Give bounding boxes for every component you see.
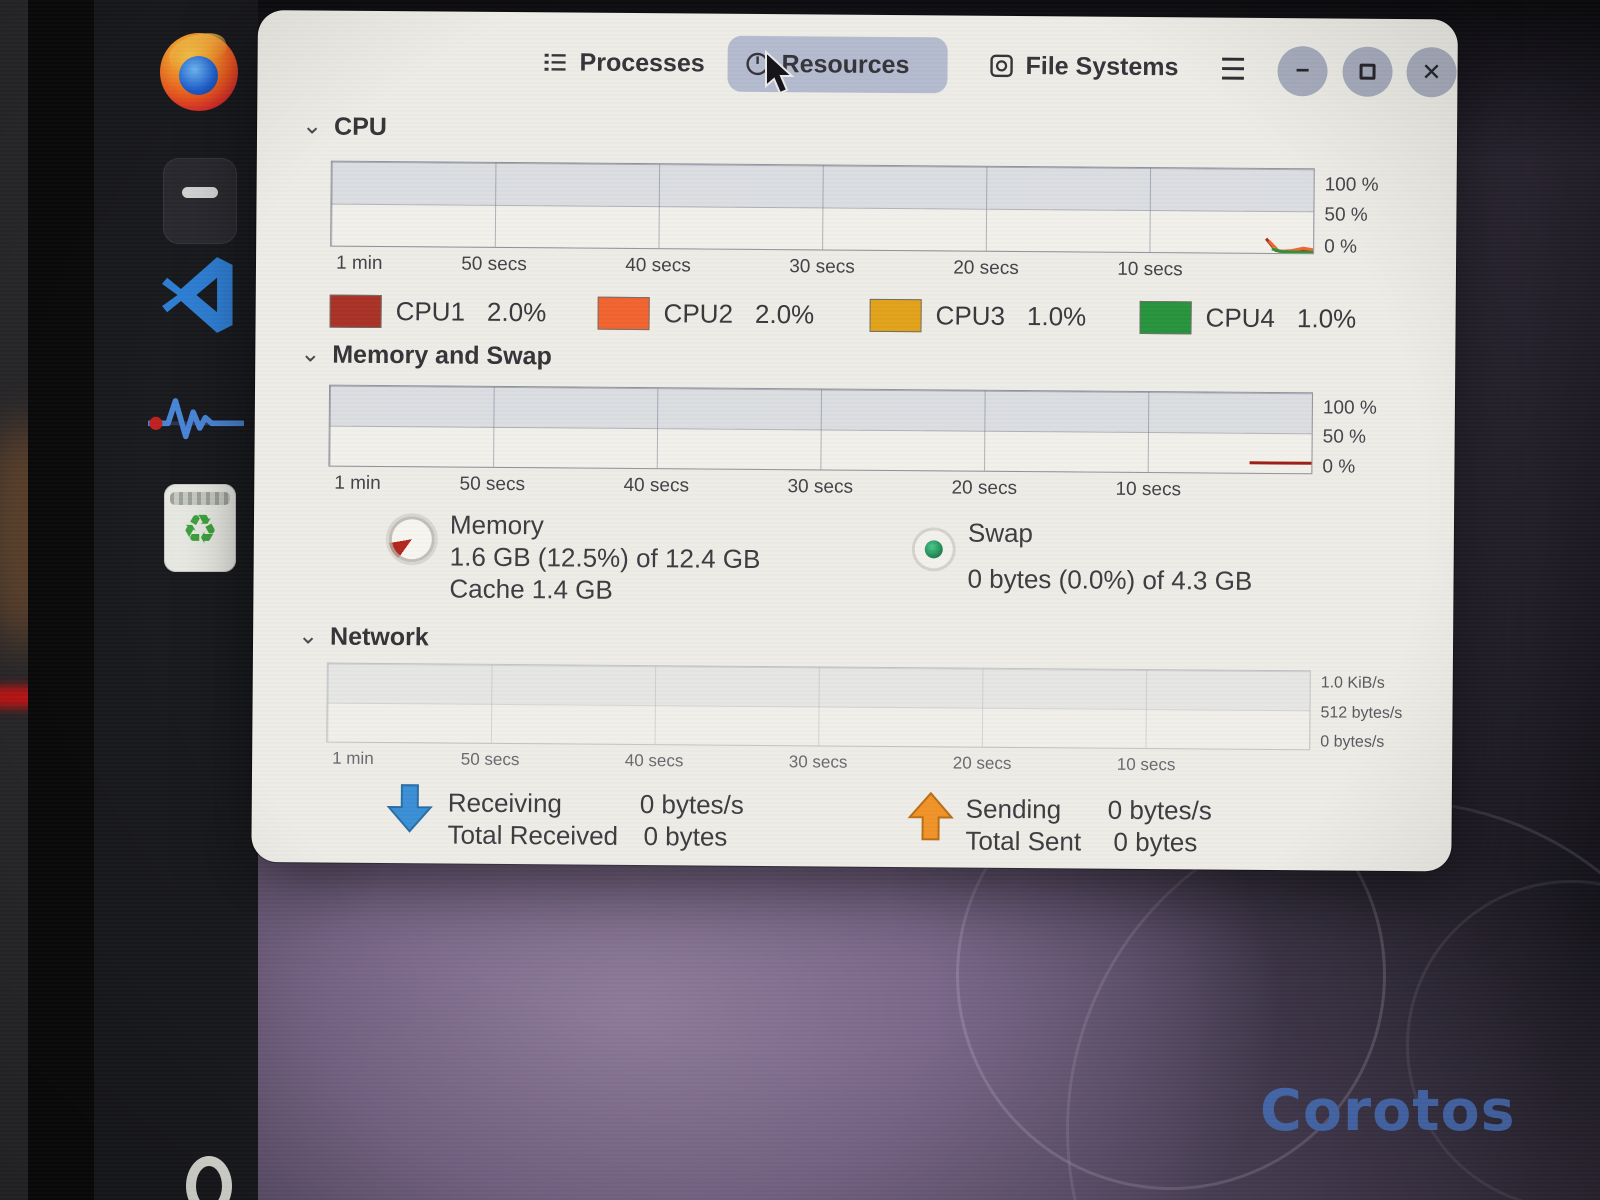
- list-icon: [544, 53, 566, 71]
- sending-rate: 0 bytes/s: [1107, 794, 1212, 826]
- tab-file-systems-label: File Systems: [1025, 51, 1179, 81]
- swap-dot: [924, 540, 943, 559]
- firefox-icon[interactable]: [160, 26, 238, 111]
- minimize-glyph: −: [1295, 57, 1310, 85]
- dock: ♻: [94, 0, 258, 1200]
- tab-resources-label: Resources: [781, 49, 910, 79]
- disk-icon: [990, 54, 1013, 78]
- network-collapse-chevron[interactable]: ⌄: [297, 622, 319, 650]
- cpu3-swatch: [869, 298, 922, 333]
- total-sent-label: Total Sent: [965, 825, 1082, 857]
- cpu-chart: [330, 160, 1315, 255]
- tab-processes-label: Processes: [579, 48, 705, 78]
- receiving-arrow-icon: [386, 784, 433, 833]
- trash-lid: [169, 491, 231, 506]
- cpu4-legend: CPU4 1.0%: [1139, 300, 1357, 336]
- memory-chart: [328, 384, 1314, 475]
- cpu3-legend: CPU3 1.0%: [869, 298, 1087, 334]
- system-monitor-icon[interactable]: [146, 386, 246, 442]
- memory-section-title: Memory and Swap: [332, 340, 552, 371]
- memory-y-axis: 100 % 50 % 0 %: [1322, 397, 1377, 478]
- total-sent-value: 0 bytes: [1113, 826, 1198, 858]
- dark-app-dash: [182, 187, 218, 199]
- vscode-logo: [162, 257, 233, 333]
- memory-cache: Cache 1.4 GB: [449, 573, 613, 605]
- memory-collapse-chevron[interactable]: ⌄: [300, 340, 321, 368]
- system-monitor-wave: [146, 398, 246, 440]
- swap-label: Swap: [967, 517, 1034, 549]
- cpu-time-axis: 1 min 50 secs 40 secs 30 secs 20 secs 10 se…: [335, 252, 1183, 281]
- cpu2-swatch: [597, 296, 650, 331]
- total-received-value: 0 bytes: [643, 821, 728, 852]
- memory-time-axis: 1 min 50 secs 40 secs 30 secs 20 secs 10 se…: [334, 472, 1182, 501]
- firefox-globe: [178, 56, 218, 96]
- close-button[interactable]: ✕: [1406, 47, 1457, 98]
- maximize-glyph: [1359, 63, 1376, 80]
- tab-processes[interactable]: Processes: [525, 34, 723, 92]
- memory-usage: 1.6 GB (12.5%) of 12.4 GB: [449, 541, 761, 574]
- cpu-collapse-chevron[interactable]: ⌄: [301, 112, 323, 140]
- cpu4-name: CPU4: [1205, 302, 1276, 333]
- cpu1-value: 2.0%: [486, 296, 547, 328]
- tab-resources[interactable]: Resources: [727, 35, 948, 94]
- recycle-icon: ♻: [182, 508, 218, 553]
- network-time-axis: 1 min 50 secs 40 secs 30 secs 20 secs 10 se…: [332, 748, 1176, 775]
- network-chart: [326, 662, 1311, 751]
- dock-partial-icon: [186, 1156, 232, 1200]
- tab-file-systems[interactable]: File Systems: [971, 38, 1196, 96]
- cpu4-value: 1.0%: [1296, 303, 1357, 334]
- swap-usage: 0 bytes (0.0%) of 4.3 GB: [967, 563, 1253, 596]
- total-received-label: Total Received: [447, 819, 619, 851]
- cpu3-value: 1.0%: [1026, 301, 1087, 332]
- menu-icon[interactable]: ☰: [1219, 53, 1247, 87]
- close-glyph: ✕: [1421, 58, 1442, 86]
- cpu3-name: CPU3: [935, 300, 1006, 331]
- receiving-label: Receiving: [447, 787, 563, 819]
- cpu4-swatch: [1139, 300, 1192, 335]
- cpu1-name: CPU1: [395, 296, 466, 327]
- cpu2-value: 2.0%: [754, 298, 815, 330]
- cpu1-legend: CPU1 2.0%: [329, 294, 547, 330]
- maximize-button[interactable]: [1342, 46, 1393, 97]
- cpu-section-title: CPU: [333, 112, 387, 142]
- network-y-axis: 1.0 KiB/s 512 bytes/s 0 bytes/s: [1320, 674, 1403, 751]
- cpu-y-axis: 100 % 50 % 0 %: [1324, 174, 1379, 258]
- vscode-icon[interactable]: [156, 252, 242, 338]
- screen-bezel-inner: [28, 0, 94, 1200]
- network-section-title: Network: [329, 622, 429, 652]
- swap-pie-icon: [911, 527, 956, 572]
- cpu1-swatch: [329, 294, 382, 328]
- minimize-button[interactable]: −: [1277, 46, 1328, 97]
- dark-app-icon[interactable]: [163, 158, 237, 244]
- cpu2-name: CPU2: [663, 298, 734, 329]
- system-monitor-window: Processes Resources File Systems ☰ − ✕ ⌄…: [251, 10, 1458, 872]
- trash-icon[interactable]: ♻: [164, 484, 236, 572]
- sending-label: Sending: [965, 793, 1062, 825]
- cpu2-legend: CPU2 2.0%: [597, 296, 815, 332]
- sending-arrow-icon: [907, 791, 954, 841]
- watermark: Corotos: [1260, 1078, 1516, 1144]
- memory-pie-icon: [388, 516, 436, 563]
- mouse-cursor: [765, 50, 795, 95]
- memory-label: Memory: [449, 509, 544, 541]
- receiving-rate: 0 bytes/s: [639, 789, 744, 820]
